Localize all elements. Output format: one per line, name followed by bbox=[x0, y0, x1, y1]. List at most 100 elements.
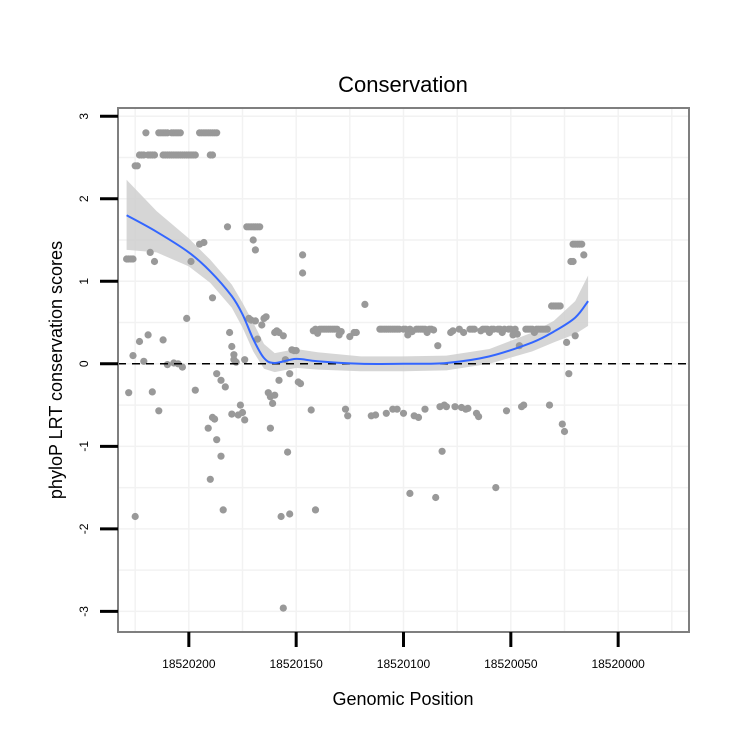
y-tick-label: -2 bbox=[77, 523, 91, 534]
data-point bbox=[275, 376, 283, 384]
y-tick-label: 2 bbox=[77, 195, 91, 202]
data-point bbox=[249, 236, 257, 244]
data-point bbox=[241, 356, 249, 364]
y-tick-label: 1 bbox=[77, 278, 91, 285]
data-point bbox=[565, 370, 573, 378]
data-point bbox=[475, 413, 483, 421]
data-point bbox=[163, 361, 171, 369]
smooth-fit-line bbox=[126, 214, 589, 366]
data-point bbox=[438, 447, 446, 455]
data-point bbox=[217, 452, 225, 460]
data-point bbox=[361, 300, 369, 308]
data-point bbox=[271, 391, 279, 399]
data-point bbox=[223, 223, 232, 231]
data-point bbox=[464, 404, 472, 412]
data-point bbox=[279, 604, 287, 612]
data-point bbox=[520, 401, 528, 409]
data-point bbox=[344, 412, 352, 420]
data-point bbox=[414, 413, 423, 421]
data-point bbox=[558, 420, 566, 428]
data-point bbox=[226, 328, 234, 337]
data-point bbox=[502, 407, 511, 415]
data-point bbox=[406, 489, 414, 497]
data-point bbox=[492, 484, 500, 492]
data-point bbox=[251, 317, 259, 325]
data-point bbox=[421, 405, 429, 413]
data-point bbox=[470, 325, 478, 333]
data-point bbox=[341, 405, 350, 413]
data-point bbox=[208, 151, 217, 159]
data-point bbox=[211, 415, 219, 423]
data-point bbox=[266, 424, 274, 432]
data-point bbox=[236, 401, 244, 409]
x-tick-label: 18520000 bbox=[591, 657, 645, 671]
data-point bbox=[150, 257, 159, 266]
data-point bbox=[513, 330, 521, 338]
data-point bbox=[200, 238, 208, 247]
data-point bbox=[352, 328, 360, 337]
data-point bbox=[543, 325, 551, 333]
data-point bbox=[213, 436, 221, 444]
data-point bbox=[258, 321, 266, 329]
data-point bbox=[125, 389, 133, 397]
data-point bbox=[133, 162, 141, 170]
data-point bbox=[299, 251, 307, 259]
data-point bbox=[129, 255, 137, 263]
y-axis: -3 -2 -1 0 1 2 3 bbox=[77, 113, 118, 617]
data-point bbox=[556, 302, 564, 310]
data-point bbox=[155, 407, 163, 415]
data-point bbox=[232, 358, 240, 366]
data-point bbox=[208, 294, 217, 302]
data-point bbox=[449, 327, 457, 335]
data-point bbox=[430, 326, 438, 334]
data-point bbox=[292, 347, 300, 355]
data-point bbox=[382, 409, 390, 417]
data-point bbox=[262, 313, 270, 321]
data-point bbox=[284, 448, 292, 456]
data-point bbox=[286, 510, 294, 518]
data-point bbox=[569, 257, 577, 266]
data-point bbox=[337, 328, 345, 336]
data-point bbox=[187, 257, 195, 266]
data-point bbox=[311, 506, 320, 514]
data-point bbox=[432, 493, 440, 502]
data-point bbox=[279, 332, 287, 340]
confidence-ribbon bbox=[126, 179, 589, 373]
data-point bbox=[256, 223, 264, 231]
data-point bbox=[228, 342, 236, 351]
data-points bbox=[123, 129, 588, 612]
data-point bbox=[299, 269, 307, 277]
data-point bbox=[253, 335, 262, 343]
data-point bbox=[213, 129, 221, 137]
x-tick-label: 18520200 bbox=[162, 657, 216, 671]
data-point bbox=[176, 129, 184, 137]
data-point bbox=[434, 342, 442, 350]
data-point bbox=[269, 399, 277, 407]
x-axis-title: Genomic Position bbox=[332, 689, 473, 709]
data-point bbox=[393, 405, 401, 413]
data-point bbox=[129, 352, 137, 360]
data-point bbox=[204, 424, 212, 432]
data-point bbox=[148, 388, 156, 396]
data-point bbox=[228, 410, 236, 418]
data-point bbox=[206, 475, 214, 483]
data-point bbox=[560, 427, 569, 436]
data-point bbox=[140, 357, 148, 365]
data-point bbox=[286, 370, 294, 378]
data-point bbox=[241, 416, 249, 424]
plot-panel bbox=[117, 107, 690, 633]
data-point bbox=[178, 363, 186, 371]
y-tick-label: 3 bbox=[77, 113, 91, 120]
data-point bbox=[150, 151, 159, 159]
data-point bbox=[545, 401, 554, 409]
data-point bbox=[277, 512, 285, 521]
data-point bbox=[372, 411, 380, 419]
data-point bbox=[144, 331, 152, 339]
data-point bbox=[399, 409, 408, 417]
data-point bbox=[191, 151, 199, 159]
data-point bbox=[307, 406, 315, 414]
data-point bbox=[580, 251, 588, 259]
x-axis: 18520200 18520150 18520100 18520050 18520000 bbox=[162, 632, 645, 671]
data-point bbox=[142, 129, 150, 137]
x-tick-label: 18520150 bbox=[269, 657, 323, 671]
